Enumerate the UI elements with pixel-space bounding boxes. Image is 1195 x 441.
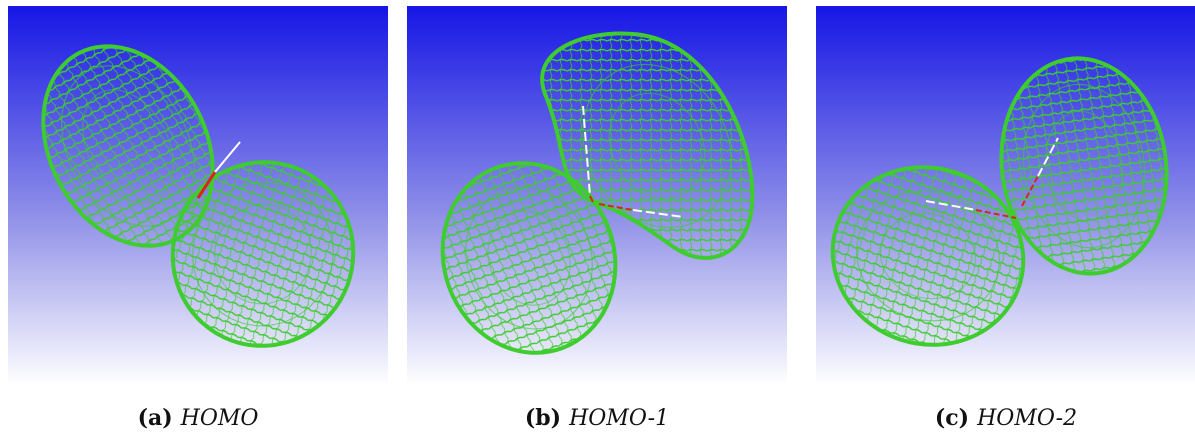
caption-b-tag: (b) — [524, 405, 562, 431]
caption-a-name: HOMO — [180, 406, 259, 431]
caption-b: (b) HOMO-1 — [407, 405, 787, 431]
homo-1-render — [407, 6, 787, 386]
panel-a-homo — [8, 6, 388, 386]
caption-b-name: HOMO-1 — [569, 406, 670, 431]
homo-render — [8, 6, 388, 386]
orbital-lobe-lower — [440, 161, 618, 355]
orbital-lobe-lower — [170, 160, 356, 348]
caption-a-tag: (a) — [137, 405, 173, 431]
caption-c-name: HOMO-2 — [977, 406, 1078, 431]
caption-c: (c) HOMO-2 — [816, 405, 1195, 431]
panel-c-homo-2 — [816, 6, 1195, 386]
panel-b-homo-1 — [407, 6, 787, 386]
caption-a: (a) HOMO — [8, 405, 388, 431]
coordinate-axes — [582, 105, 684, 218]
orbital-lobe-left — [830, 165, 1026, 347]
coordinate-axes — [196, 141, 241, 199]
caption-c-tag: (c) — [934, 405, 970, 431]
orbital-lobe-right — [999, 56, 1169, 276]
coordinate-axes — [925, 137, 1059, 219]
homo-2-render — [816, 6, 1195, 386]
